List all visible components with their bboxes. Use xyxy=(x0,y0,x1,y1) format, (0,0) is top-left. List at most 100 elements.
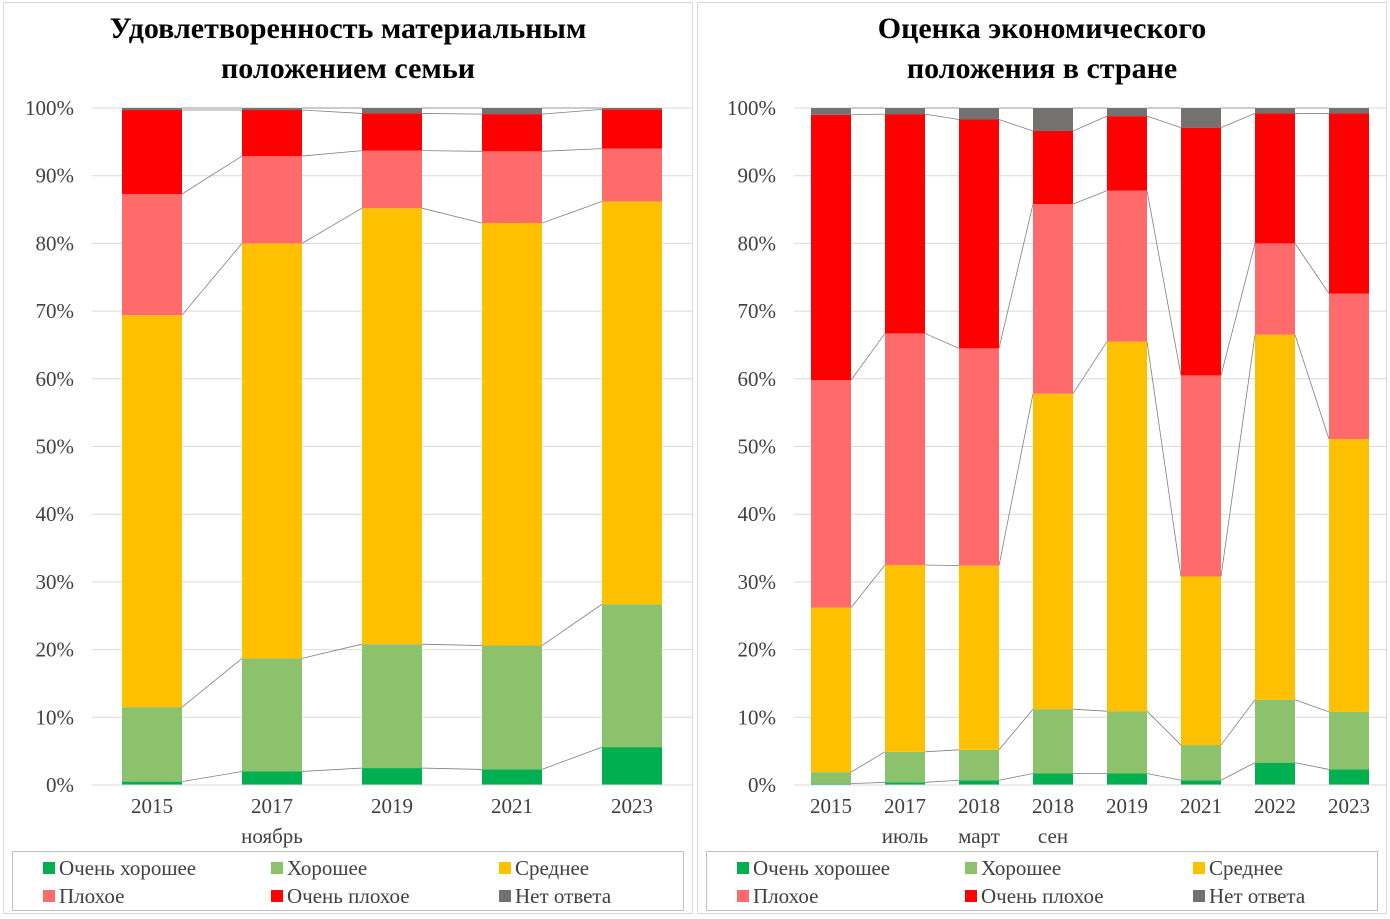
bar-segment-bad xyxy=(122,193,182,316)
chart-title-line-1: Удовлетворенность материальным xyxy=(109,12,587,45)
legend-item-average: Среднее xyxy=(1193,854,1283,882)
y-tick-label: 40% xyxy=(36,502,75,526)
series-connector-line xyxy=(301,767,363,772)
y-tick-label: 0% xyxy=(46,773,74,797)
bar-segment-good xyxy=(602,604,662,748)
bar-segment-no-answer xyxy=(602,108,662,110)
x-tick-label: 2022 xyxy=(1254,794,1296,818)
series-connector-line xyxy=(1146,341,1182,577)
series-connector-line xyxy=(1294,243,1330,294)
series-connector-line xyxy=(541,148,603,152)
chart-legend: Очень хорошее Хорошее Среднее Плохое Оче… xyxy=(706,851,1378,911)
bar-segment-very-good xyxy=(811,783,851,785)
bar-segment-good xyxy=(811,772,851,784)
legend-item-very-good: Очень хорошее xyxy=(43,854,196,882)
series-connector-line xyxy=(1072,341,1108,394)
y-tick-label: 20% xyxy=(36,638,75,662)
bar-segment-good xyxy=(1033,709,1073,774)
y-tick-label: 70% xyxy=(36,299,75,323)
bar-segment-very-bad xyxy=(1329,113,1369,294)
bar-segment-very-bad xyxy=(482,114,542,152)
series-connector-line xyxy=(850,751,886,773)
legend-swatch-very-good xyxy=(43,862,55,874)
series-connector-line xyxy=(301,150,363,157)
bar-segment-very-bad xyxy=(811,114,851,381)
bar-segment-bad xyxy=(482,151,542,224)
bar-segment-average xyxy=(362,208,422,645)
bar-segment-very-bad xyxy=(362,113,422,151)
bar-segment-bad xyxy=(1181,375,1221,577)
series-connector-line xyxy=(181,771,243,783)
series-connector-line xyxy=(541,746,603,770)
x-tick-label: 2017 xyxy=(884,794,926,818)
bar-segment-bad xyxy=(1033,204,1073,394)
legend-swatch-very-bad xyxy=(965,890,977,902)
bar-segment-average xyxy=(1329,439,1369,712)
y-tick-label: 80% xyxy=(36,231,75,255)
bar-segment-average xyxy=(242,243,302,659)
chart-panel-family-satisfaction: Удовлетворенность материальным положение… xyxy=(3,2,693,914)
y-tick-label: 50% xyxy=(738,435,777,459)
bar-segment-no-answer xyxy=(242,108,302,111)
series-connector-line xyxy=(850,564,886,608)
bar-segment-bad xyxy=(362,150,422,209)
series-connector-line xyxy=(1220,762,1256,781)
x-tick-label: 2015 xyxy=(131,794,173,818)
x-tick-label: 2019 xyxy=(1106,794,1148,818)
legend-label-no-answer: Нет ответа xyxy=(1209,883,1306,908)
bar-segment-very-bad xyxy=(1255,113,1295,244)
legend-label-good: Хорошее xyxy=(287,855,368,880)
legend-item-very-bad: Очень плохое xyxy=(271,882,410,910)
x-tick-label: 2023 xyxy=(1328,794,1370,818)
series-connector-line xyxy=(421,150,483,152)
bar-segment-very-good xyxy=(1181,780,1221,785)
legend-label-very-good: Очень хорошее xyxy=(59,855,197,880)
chart-panel-country-economy: Оценка экономического положения в стране… xyxy=(697,2,1387,914)
bar-segment-very-bad xyxy=(1181,127,1221,376)
y-tick-label: 90% xyxy=(738,164,777,188)
series-connector-line xyxy=(924,113,960,120)
bar-segment-average xyxy=(602,201,662,605)
bar-segment-good xyxy=(1181,745,1221,781)
x-tick-label: 2023 xyxy=(611,794,653,818)
series-connector-line xyxy=(998,773,1034,781)
chart-legend: Очень хорошее Хорошее Среднее Плохое Оче… xyxy=(12,851,684,911)
y-tick-label: 100% xyxy=(25,96,74,120)
legend-swatch-average xyxy=(1193,862,1205,874)
series-connector-line xyxy=(998,204,1034,349)
legend-swatch-good xyxy=(965,862,977,874)
y-tick-label: 70% xyxy=(738,299,777,323)
series-connector-line xyxy=(421,113,483,115)
bar-segment-no-answer xyxy=(1107,108,1147,117)
x-tick-label: 2017 xyxy=(251,794,293,818)
bar-segment-no-answer xyxy=(1329,108,1369,114)
series-connector-line xyxy=(1220,243,1256,376)
y-tick-label: 40% xyxy=(738,502,777,526)
legend-item-no-answer: Нет ответа xyxy=(1193,882,1305,910)
x-tick-label: июль xyxy=(882,824,928,848)
stacked-bar-chart: 0% 10% 20% 30% 40% 50% 60% 70% 80% 90% 100% 2015 201… xyxy=(25,96,692,848)
bar-segment-very-good xyxy=(242,771,302,785)
series-connector-line xyxy=(541,603,603,646)
series-connector-line xyxy=(301,643,363,659)
bar-segment-very-bad xyxy=(602,109,662,149)
bar-segment-very-bad xyxy=(1033,131,1073,205)
legend-item-very-good: Очень хорошее xyxy=(737,854,890,882)
legend-swatch-no-answer xyxy=(499,890,511,902)
chart-title-line-1: Оценка экономического xyxy=(877,12,1207,45)
series-connector-line xyxy=(1294,762,1330,770)
bar-segment-very-good xyxy=(602,747,662,785)
series-connector-line xyxy=(850,113,886,116)
bar-segment-no-answer xyxy=(362,108,422,114)
bar-segment-average xyxy=(1181,576,1221,746)
bar-segment-average xyxy=(959,565,999,750)
series-connector-line xyxy=(924,749,960,753)
bar-segment-very-bad xyxy=(122,110,182,194)
bar-segment-very-good xyxy=(122,781,182,785)
series-connector-line xyxy=(1220,113,1256,129)
y-tick-label: 30% xyxy=(36,570,75,594)
bar-segment-very-good xyxy=(362,768,422,785)
legend-swatch-bad xyxy=(737,890,749,902)
bar-segment-average xyxy=(885,564,925,752)
bar-segment-very-good xyxy=(1107,773,1147,785)
